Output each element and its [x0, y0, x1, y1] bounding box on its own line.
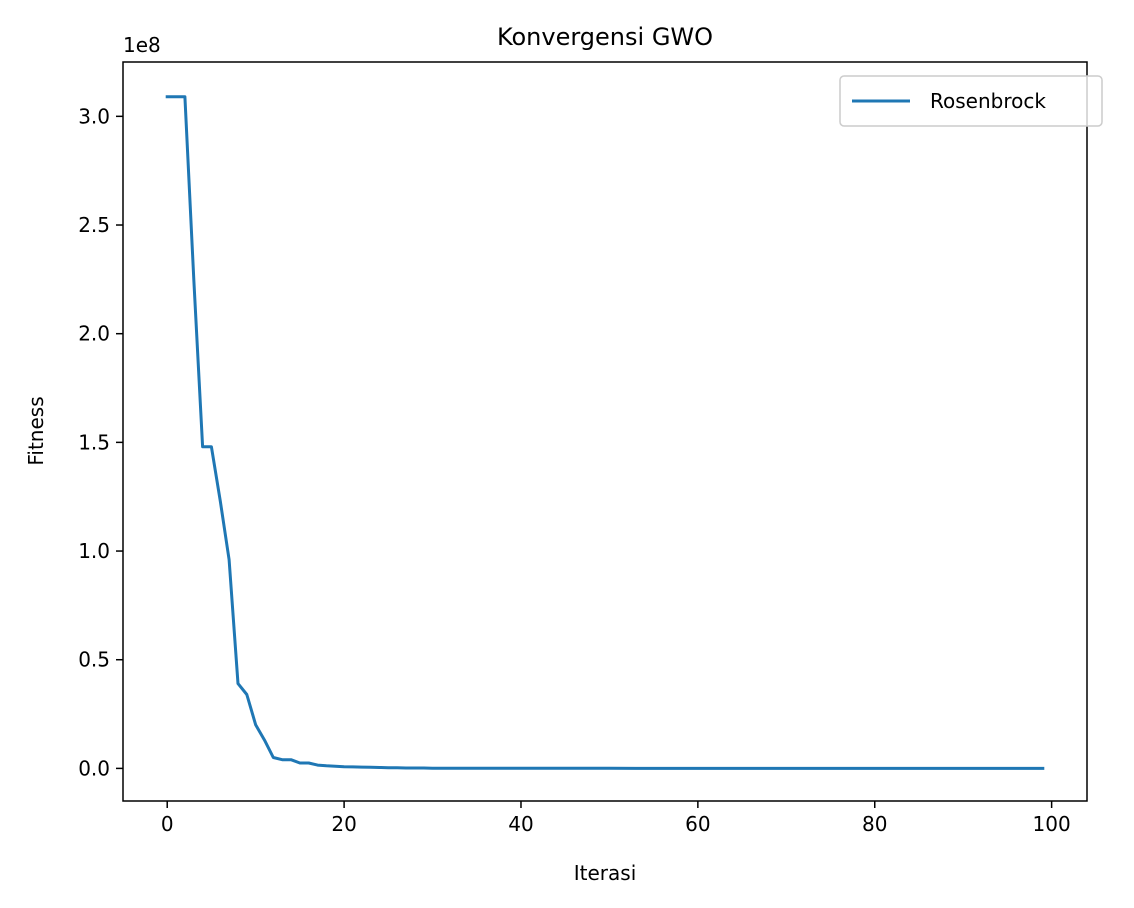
x-tick-label: 60 [685, 812, 710, 836]
y-tick-label: 1.0 [78, 539, 110, 563]
y-axis-label: Fitness [24, 396, 48, 465]
y-tick-label: 2.5 [78, 213, 110, 237]
legend: Rosenbrock [839, 75, 1103, 127]
chart-title: Konvergensi GWO [497, 23, 713, 51]
x-tick-label: 40 [508, 812, 533, 836]
legend-label-rosenbrock: Rosenbrock [930, 89, 1046, 113]
plot-frame [122, 61, 1088, 802]
y-offset-text: 1e8 [123, 33, 161, 57]
legend-box [839, 75, 1103, 127]
series-line-rosenbrock [165, 95, 1045, 770]
x-tick-label: 0 [161, 812, 174, 836]
y-tick-label: 0.0 [78, 756, 110, 780]
x-tick-label: 100 [1033, 812, 1071, 836]
y-tick-label: 3.0 [78, 104, 110, 128]
x-tick-label: 80 [862, 812, 887, 836]
y-tick-label: 1.5 [78, 430, 110, 454]
x-tick-label: 20 [331, 812, 356, 836]
y-tick-label: 2.0 [78, 322, 110, 346]
y-tick-label: 0.5 [78, 648, 110, 672]
x-axis-label: Iterasi [574, 861, 637, 885]
plot-area [123, 62, 1087, 801]
